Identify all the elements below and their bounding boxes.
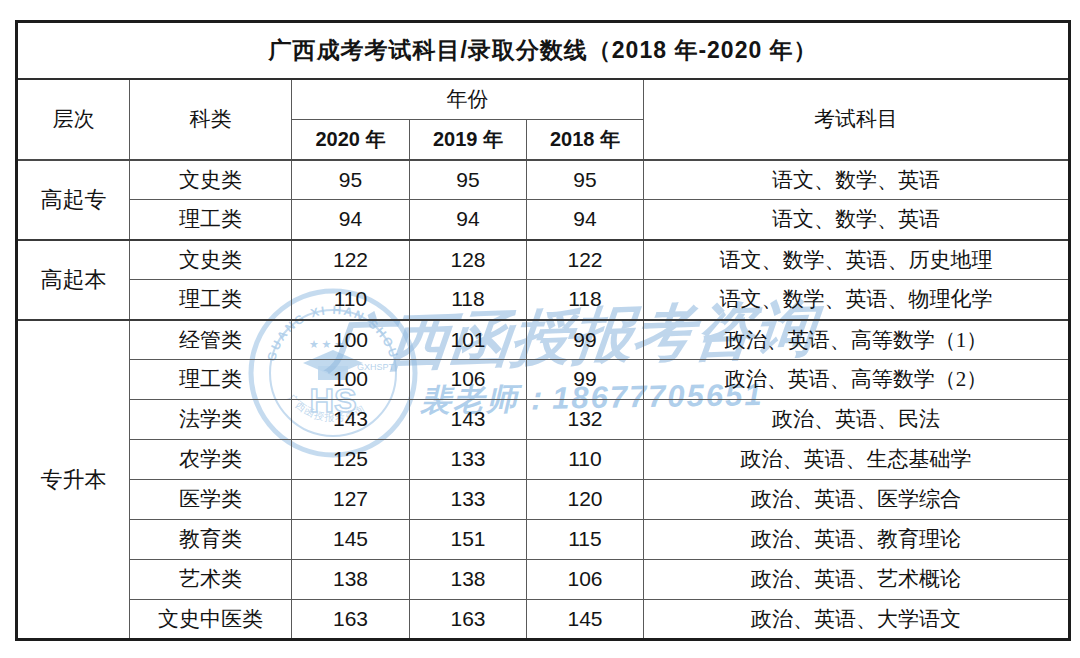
table-title: 广西成考考试科目/录取分数线（2018 年-2020 年） xyxy=(17,22,1070,79)
score-2019: 118 xyxy=(410,280,527,320)
category-cell: 文史中医类 xyxy=(130,600,292,640)
score-2020: 138 xyxy=(292,560,410,600)
subjects-cell: 政治、英语、大学语文 xyxy=(644,600,1070,640)
subjects-cell: 政治、英语、高等数学（1） xyxy=(644,320,1070,360)
score-2018: 99 xyxy=(527,320,644,360)
table-row: 高起专 文史类 95 95 95 语文、数学、英语 xyxy=(17,160,1070,200)
score-2018: 145 xyxy=(527,600,644,640)
table-row: 教育类 145 151 115 政治、英语、教育理论 xyxy=(17,520,1070,560)
score-2019: 101 xyxy=(410,320,527,360)
table-row: 理工类 94 94 94 语文、数学、英语 xyxy=(17,200,1070,240)
category-cell: 医学类 xyxy=(130,480,292,520)
table-row: 文史中医类 163 163 145 政治、英语、大学语文 xyxy=(17,600,1070,640)
header-year-2020: 2020 年 xyxy=(292,120,410,160)
score-2019: 95 xyxy=(410,160,527,200)
table-row: 专升本 经管类 100 101 99 政治、英语、高等数学（1） xyxy=(17,320,1070,360)
subjects-cell: 政治、英语、医学综合 xyxy=(644,480,1070,520)
subjects-cell: 语文、数学、英语 xyxy=(644,160,1070,200)
category-cell: 理工类 xyxy=(130,200,292,240)
header-level: 层次 xyxy=(17,79,130,160)
score-2020: 163 xyxy=(292,600,410,640)
category-cell: 文史类 xyxy=(130,160,292,200)
level-gaoqizhuan: 高起专 xyxy=(17,160,130,240)
score-2020: 100 xyxy=(292,320,410,360)
header-year-2019: 2019 年 xyxy=(410,120,527,160)
score-2020: 122 xyxy=(292,240,410,280)
table-row: 法学类 143 143 132 政治、英语、民法 xyxy=(17,400,1070,440)
level-gaoqiben: 高起本 xyxy=(17,240,130,320)
score-2018: 132 xyxy=(527,400,644,440)
score-2018: 120 xyxy=(527,480,644,520)
score-2020: 94 xyxy=(292,200,410,240)
subjects-cell: 政治、英语、教育理论 xyxy=(644,520,1070,560)
subjects-cell: 政治、英语、高等数学（2） xyxy=(644,360,1070,400)
score-2020: 125 xyxy=(292,440,410,480)
score-2019: 133 xyxy=(410,440,527,480)
category-cell: 农学类 xyxy=(130,440,292,480)
score-2020: 100 xyxy=(292,360,410,400)
level-zhuanshengben: 专升本 xyxy=(17,320,130,640)
score-2018: 122 xyxy=(527,240,644,280)
subjects-cell: 语文、数学、英语 xyxy=(644,200,1070,240)
score-2019: 133 xyxy=(410,480,527,520)
score-2019: 106 xyxy=(410,360,527,400)
score-2020: 110 xyxy=(292,280,410,320)
header-year-2018: 2018 年 xyxy=(527,120,644,160)
subjects-cell: 政治、英语、艺术概论 xyxy=(644,560,1070,600)
score-2018: 106 xyxy=(527,560,644,600)
score-2020: 127 xyxy=(292,480,410,520)
table-row: 农学类 125 133 110 政治、英语、生态基础学 xyxy=(17,440,1070,480)
page: GUANG XI HAN SHOU 广西函授报考咨询 ★ ★ ★ GXHSPT … xyxy=(0,0,1080,658)
header-year-group: 年份 xyxy=(292,79,644,120)
subjects-cell: 语文、数学、英语、历史地理 xyxy=(644,240,1070,280)
table-row: 医学类 127 133 120 政治、英语、医学综合 xyxy=(17,480,1070,520)
score-2019: 94 xyxy=(410,200,527,240)
score-2018: 94 xyxy=(527,200,644,240)
score-2019: 128 xyxy=(410,240,527,280)
subjects-cell: 语文、数学、英语、物理化学 xyxy=(644,280,1070,320)
score-2018: 118 xyxy=(527,280,644,320)
score-2020: 95 xyxy=(292,160,410,200)
category-cell: 艺术类 xyxy=(130,560,292,600)
category-cell: 法学类 xyxy=(130,400,292,440)
score-2019: 138 xyxy=(410,560,527,600)
header-category: 科类 xyxy=(130,79,292,160)
table-row: 高起本 文史类 122 128 122 语文、数学、英语、历史地理 xyxy=(17,240,1070,280)
table-row: 艺术类 138 138 106 政治、英语、艺术概论 xyxy=(17,560,1070,600)
category-cell: 理工类 xyxy=(130,280,292,320)
score-2019: 163 xyxy=(410,600,527,640)
table-row: 理工类 110 118 118 语文、数学、英语、物理化学 xyxy=(17,280,1070,320)
category-cell: 经管类 xyxy=(130,320,292,360)
subjects-cell: 政治、英语、民法 xyxy=(644,400,1070,440)
category-cell: 理工类 xyxy=(130,360,292,400)
score-2019: 143 xyxy=(410,400,527,440)
score-2020: 143 xyxy=(292,400,410,440)
subjects-cell: 政治、英语、生态基础学 xyxy=(644,440,1070,480)
table-row: 理工类 100 106 99 政治、英语、高等数学（2） xyxy=(17,360,1070,400)
category-cell: 文史类 xyxy=(130,240,292,280)
score-2020: 145 xyxy=(292,520,410,560)
score-table: 广西成考考试科目/录取分数线（2018 年-2020 年） 层次 科类 年份 考… xyxy=(15,20,1071,641)
header-subjects: 考试科目 xyxy=(644,79,1070,160)
score-2018: 115 xyxy=(527,520,644,560)
score-2018: 99 xyxy=(527,360,644,400)
score-2018: 110 xyxy=(527,440,644,480)
score-2018: 95 xyxy=(527,160,644,200)
category-cell: 教育类 xyxy=(130,520,292,560)
score-2019: 151 xyxy=(410,520,527,560)
